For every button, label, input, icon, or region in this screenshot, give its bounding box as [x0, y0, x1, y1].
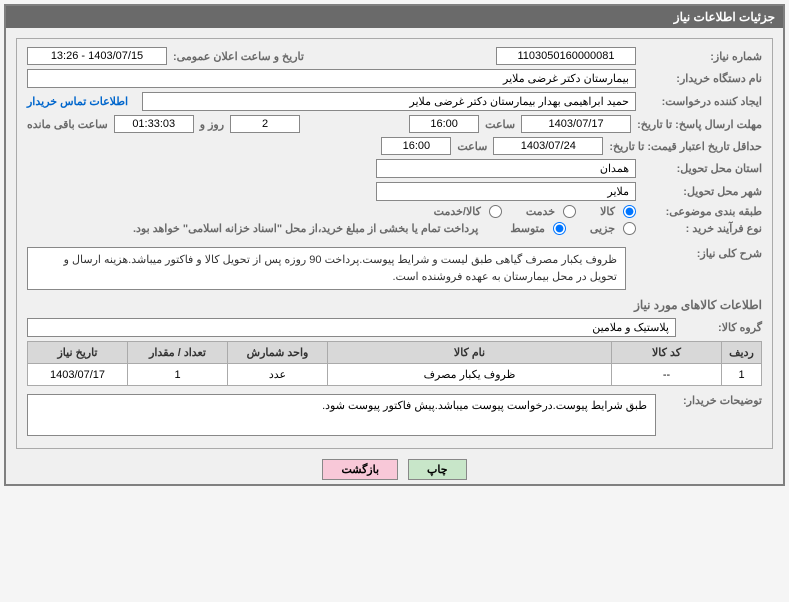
goods-table: ردیف کد کالا نام کالا واحد شمارش تعداد /… [27, 341, 762, 386]
cell-unit: عدد [228, 364, 328, 386]
ptype-label: نوع فرآیند خرید : [642, 222, 762, 235]
ptype-partial-label: جزیی [590, 222, 615, 235]
table-row: 1 -- ظروف یکبار مصرف عدد 1 1403/07/17 [28, 364, 762, 386]
ptype-medium-label: متوسط [510, 222, 545, 235]
goods-group-label: گروه کالا: [682, 321, 762, 334]
time-label-1: ساعت [485, 118, 515, 131]
col-name: نام کالا [328, 342, 612, 364]
days-left-field: 2 [230, 115, 300, 133]
province-field: همدان [376, 159, 636, 178]
cell-qty: 1 [128, 364, 228, 386]
ptype-partial-radio[interactable] [623, 222, 636, 235]
buyer-org-field: بیمارستان دکتر غرضی ملایر [27, 69, 636, 88]
cat-both-radio[interactable] [489, 205, 502, 218]
time-label-2: ساعت [457, 140, 487, 153]
details-panel: جزئیات اطلاعات نیاز شماره نیاز: 11030501… [4, 4, 785, 486]
ptype-medium-radio[interactable] [553, 222, 566, 235]
cell-code: -- [612, 364, 722, 386]
col-row: ردیف [722, 342, 762, 364]
buyer-notes-label: توضیحات خریدار: [662, 394, 762, 407]
form-container: شماره نیاز: 1103050160000081 تاریخ و ساع… [16, 38, 773, 449]
need-no-field: 1103050160000081 [496, 47, 636, 65]
print-button[interactable]: چاپ [408, 459, 467, 480]
price-valid-date-field: 1403/07/24 [493, 137, 603, 155]
cat-service-radio[interactable] [563, 205, 576, 218]
col-date: تاریخ نیاز [28, 342, 128, 364]
price-valid-time-field: 16:00 [381, 137, 451, 155]
deadline-time-field: 16:00 [409, 115, 479, 133]
cell-name: ظروف یکبار مصرف [328, 364, 612, 386]
payment-note: پرداخت تمام یا بخشی از مبلغ خرید،از محل … [133, 222, 478, 235]
requester-label: ایجاد کننده درخواست: [642, 95, 762, 108]
announce-label: تاریخ و ساعت اعلان عمومی: [173, 50, 304, 63]
general-desc-label: شرح کلی نیاز: [642, 247, 762, 260]
days-and-label: روز و [200, 118, 224, 131]
cat-goods-radio[interactable] [623, 205, 636, 218]
cat-goods-label: کالا [600, 205, 615, 218]
col-code: کد کالا [612, 342, 722, 364]
deadline-label: مهلت ارسال پاسخ: تا تاریخ: [637, 118, 762, 131]
requester-field: حمید ابراهیمی بهدار بیمارستان دکتر غرضی … [142, 92, 636, 111]
cat-both-label: کالا/خدمت [434, 205, 481, 218]
remaining-label: ساعت باقی مانده [27, 118, 108, 131]
need-no-label: شماره نیاز: [642, 50, 762, 63]
goods-group-field: پلاستیک و ملامین [27, 318, 676, 337]
city-label: شهر محل تحویل: [642, 185, 762, 198]
cell-date: 1403/07/17 [28, 364, 128, 386]
buyer-notes-box[interactable] [27, 394, 656, 436]
price-valid-label: حداقل تاریخ اعتبار قیمت: تا تاریخ: [609, 140, 762, 153]
col-unit: واحد شمارش [228, 342, 328, 364]
time-left-field: 01:33:03 [114, 115, 194, 133]
cell-row: 1 [722, 364, 762, 386]
col-qty: تعداد / مقدار [128, 342, 228, 364]
contact-link[interactable]: اطلاعات تماس خریدار [27, 95, 128, 108]
announce-field: 1403/07/15 - 13:26 [27, 47, 167, 65]
city-field: ملایر [376, 182, 636, 201]
province-label: استان محل تحویل: [642, 162, 762, 175]
general-desc-box: ظروف یکبار مصرف گیاهی طبق لیست و شرایط پ… [27, 247, 626, 290]
category-label: طبقه بندی موضوعی: [642, 205, 762, 218]
panel-title: جزئیات اطلاعات نیاز [6, 6, 783, 28]
goods-info-header: اطلاعات کالاهای مورد نیاز [27, 298, 762, 312]
buyer-org-label: نام دستگاه خریدار: [642, 72, 762, 85]
cat-service-label: خدمت [526, 205, 555, 218]
back-button[interactable]: بازگشت [322, 459, 398, 480]
deadline-date-field: 1403/07/17 [521, 115, 631, 133]
